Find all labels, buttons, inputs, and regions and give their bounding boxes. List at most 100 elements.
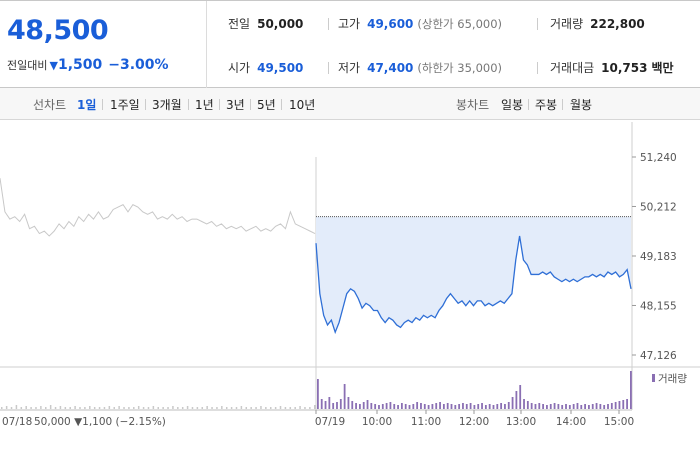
volume-bar-today [607, 404, 609, 409]
volume-bar-today [442, 404, 445, 409]
volume-bar-prev [299, 406, 301, 409]
volume-bar-today [542, 404, 545, 409]
volume-bar-today [496, 404, 499, 409]
range-1y-button[interactable]: 1년 [195, 98, 214, 112]
volume-bar-prev [265, 407, 267, 409]
volume-bar-today [565, 404, 567, 409]
volume-bar-prev [269, 407, 272, 409]
volume-bar-today [588, 405, 590, 409]
volume-bar-prev [289, 407, 292, 409]
volume-bar-today [568, 405, 571, 409]
range-3y-button[interactable]: 3년 [226, 98, 245, 112]
volume-bar-prev [45, 407, 47, 409]
divider [219, 99, 220, 110]
prev-day-line [0, 178, 316, 237]
volume-bar-today [355, 403, 357, 409]
volume-bar-prev [25, 406, 27, 409]
volume-bar-today [343, 384, 346, 409]
volume-bar-today [504, 404, 506, 409]
volume: 거래량 222,800 [550, 17, 645, 31]
volume-bar-prev [225, 407, 228, 409]
divider [250, 99, 251, 110]
volume-bar-prev [196, 407, 199, 409]
volume-bar-prev [108, 406, 111, 409]
volume-bar-today [412, 404, 415, 409]
volume-bar-today [546, 405, 548, 409]
volume-bar-prev [255, 407, 257, 409]
candle-monthly-button[interactable]: 월봉 [570, 98, 593, 112]
volume-bar-today [561, 405, 564, 409]
volume-bar-today [591, 404, 594, 409]
volume-bar-prev [240, 406, 243, 409]
volume-bar-prev [152, 406, 155, 409]
volume-bar-prev [30, 407, 32, 409]
volume-bar-prev [250, 407, 252, 409]
x-tick-label: 15:00 [604, 416, 634, 428]
volume-bar-today [458, 404, 461, 409]
divider [537, 18, 538, 30]
x-tick-label: 12:00 [459, 416, 489, 428]
quote-header: 48,500 전일대비 ▼1,500 −3.00% 전일 50,000 고가 49,60… [0, 0, 700, 88]
volume-bar-prev [79, 407, 81, 409]
volume-bar-today [328, 397, 331, 409]
chart-toolbar: 선차트 1일 1주일 3개월 1년 3년 5년 10년 봉차트 일봉 주봉 월봉 [0, 88, 700, 120]
range-3m-button[interactable]: 3개월 [152, 98, 182, 112]
price-line [315, 235, 632, 335]
volume-bar-today [515, 391, 518, 409]
day-low: 저가 47,400 (하한가 35,000) [338, 61, 503, 75]
volume-bar-today [351, 401, 354, 409]
volume-bar-today [370, 403, 373, 409]
volume-bar-today [427, 405, 430, 409]
volume-bar-today [358, 404, 361, 409]
y-tick-label: 50,212 [640, 201, 677, 213]
volume-bar-today [584, 404, 586, 409]
volume-bar-today [446, 403, 449, 409]
volume-bar-prev [172, 406, 174, 409]
range-1w-button[interactable]: 1주일 [110, 98, 140, 112]
volume-bar-today [404, 404, 407, 409]
volume-bar-today [431, 404, 434, 409]
volume-bar-prev [284, 407, 287, 409]
volume-bar-today [400, 403, 403, 409]
volume-bar-today [378, 405, 380, 409]
open-price: 시가 49,500 [228, 61, 304, 75]
volume-bar-prev [123, 407, 125, 409]
volume-bar-prev [186, 406, 189, 409]
volume-bar-prev [84, 407, 86, 409]
volume-bar-today [332, 403, 335, 409]
volume-bar-today [572, 404, 575, 409]
candle-daily-button[interactable]: 일봉 [501, 98, 524, 112]
prev-day-summary: 50,000 ▼1,100 (−2.15%) [34, 416, 166, 428]
volume-bar-prev [40, 406, 42, 409]
candle-weekly-button[interactable]: 주봉 [535, 98, 558, 112]
range-10y-button[interactable]: 10년 [289, 98, 316, 112]
volume-legend-swatch [652, 374, 655, 382]
volume-bar-today [599, 404, 602, 409]
volume-bar-prev [54, 407, 57, 409]
y-tick-label: 51,240 [640, 152, 677, 164]
range-1d-button[interactable]: 1일 [77, 98, 97, 112]
divider [102, 99, 103, 110]
volume-bar-today [500, 403, 503, 409]
volume-bar-prev [103, 407, 106, 409]
volume-bar-prev [206, 406, 208, 409]
range-5y-button[interactable]: 5년 [257, 98, 276, 112]
volume-bar-today [336, 402, 338, 409]
volume-bar-today [381, 404, 384, 409]
volume-bar-today [618, 401, 621, 409]
volume-bar-prev [133, 407, 135, 409]
volume-bar-today [435, 403, 438, 409]
volume-bar-prev [89, 406, 91, 409]
y-tick-label: 48,155 [640, 300, 677, 312]
volume-bar-prev [181, 407, 184, 409]
volume-bar-prev [211, 407, 213, 409]
volume-bar-today [519, 385, 522, 409]
change-label: 전일대비 [7, 59, 48, 72]
volume-bar-prev [147, 407, 150, 409]
volume-bar-prev [191, 407, 194, 409]
volume-bar-prev [201, 407, 204, 409]
volume-bar-prev [245, 407, 248, 409]
volume-bar-prev [177, 407, 179, 409]
current-price: 48,500 [7, 15, 109, 46]
